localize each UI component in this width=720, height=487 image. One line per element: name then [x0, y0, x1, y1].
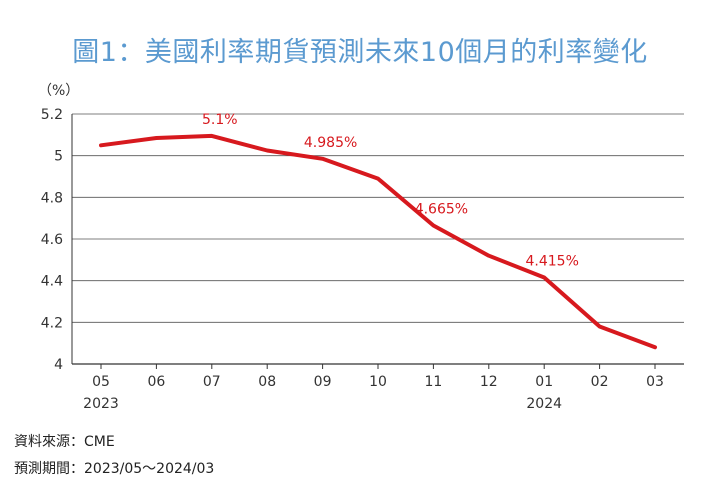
x-tick-label-11: 11 [424, 374, 442, 390]
y-tick-label-4.8: 4.8 [41, 190, 63, 206]
y-tick-label-5: 5 [54, 149, 63, 165]
x-tick-label-12: 12 [480, 374, 498, 390]
x-tick-label-06: 06 [147, 374, 165, 390]
x-tick-label-01: 01 [535, 374, 553, 390]
x-tick-label-02: 02 [591, 374, 609, 390]
data-label-4.665%: 4.665% [415, 201, 468, 217]
y-tick-label-4.6: 4.6 [41, 232, 63, 248]
period-note: 預測期間：2023/05～2024/03 [14, 461, 215, 477]
chart-title: 圖1：美國利率期貨預測未來10個月的利率變化 [72, 37, 648, 68]
x-tick-label-09: 09 [314, 374, 332, 390]
x-tick-label-10: 10 [369, 374, 387, 390]
year-label-2024: 2024 [526, 396, 562, 412]
y-tick-label-4.2: 4.2 [41, 315, 63, 331]
year-label-2023: 2023 [83, 396, 119, 412]
x-tick-label-07: 07 [203, 374, 221, 390]
x-tick-label-08: 08 [258, 374, 276, 390]
y-tick-label-4.4: 4.4 [41, 274, 63, 290]
x-tick-label-03: 03 [646, 374, 664, 390]
data-label-5.1%: 5.1% [202, 112, 238, 128]
source-note: 資料來源：CME [14, 434, 115, 450]
data-label-4.985%: 4.985% [304, 135, 357, 151]
y-axis-unit: （%） [38, 83, 80, 99]
data-label-4.415%: 4.415% [526, 254, 579, 270]
y-tick-label-4: 4 [54, 357, 63, 373]
y-tick-label-5.2: 5.2 [41, 107, 63, 123]
series-line-0 [99, 133, 657, 350]
x-tick-label-05: 05 [92, 374, 110, 390]
